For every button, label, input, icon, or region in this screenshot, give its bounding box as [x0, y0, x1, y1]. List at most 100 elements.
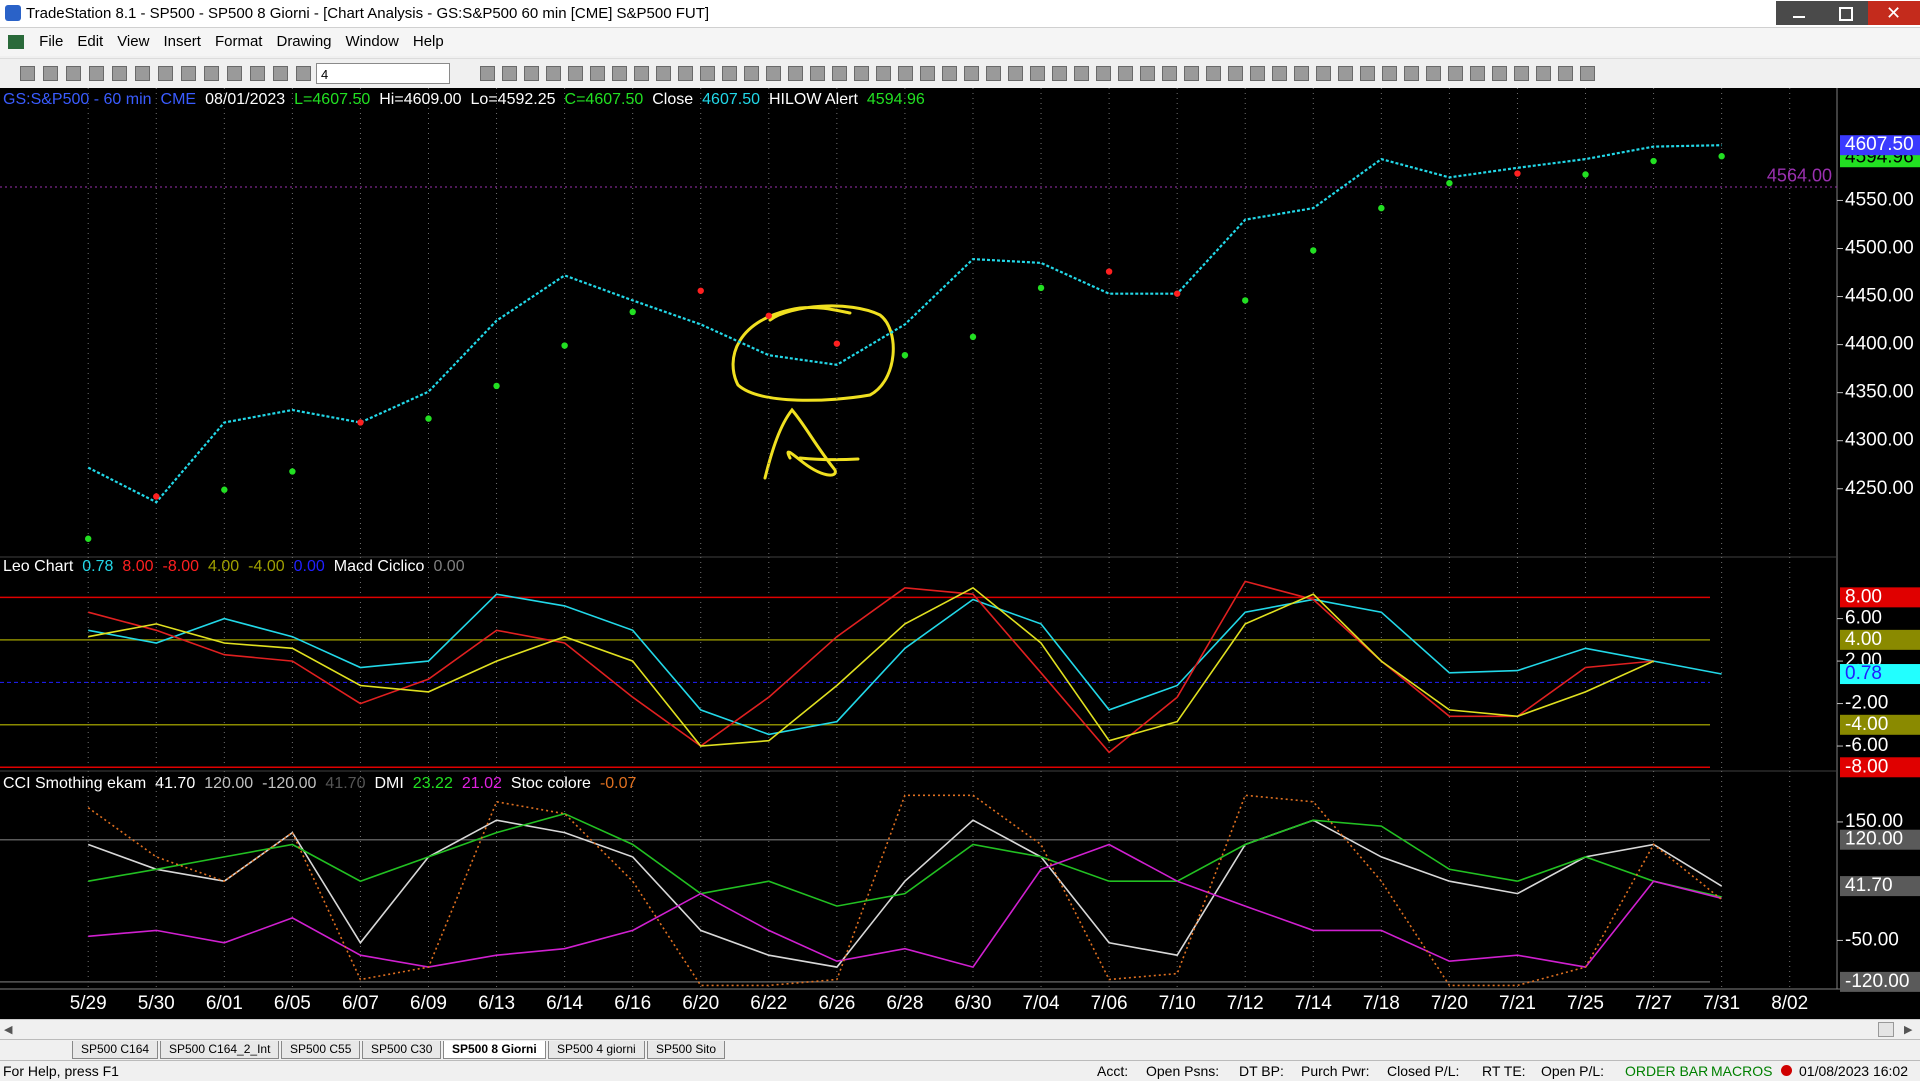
- toolbar-button[interactable]: [1316, 66, 1331, 81]
- legend-item: 23.22: [413, 775, 453, 792]
- legend-item: CME: [161, 91, 197, 108]
- toolbar-button[interactable]: [766, 66, 781, 81]
- toolbar-button[interactable]: [832, 66, 847, 81]
- toolbar-button[interactable]: [898, 66, 913, 81]
- menu-item[interactable]: Help: [412, 33, 444, 50]
- close-button[interactable]: ✕: [1868, 1, 1920, 25]
- toolbar-button[interactable]: [568, 66, 583, 81]
- toolbar-button[interactable]: [181, 66, 196, 81]
- toolbar-button[interactable]: [1030, 66, 1045, 81]
- toolbar-button[interactable]: [744, 66, 759, 81]
- order-bar[interactable]: ORDER BAR: [1625, 1063, 1709, 1079]
- last-value-label: 0.78: [1845, 663, 1882, 684]
- status-field: Closed P/L:: [1387, 1063, 1460, 1079]
- toolbar-button[interactable]: [1162, 66, 1177, 81]
- toolbar-button[interactable]: [546, 66, 561, 81]
- toolbar-button[interactable]: [524, 66, 539, 81]
- toolbar-button[interactable]: [1338, 66, 1353, 81]
- toolbar-button[interactable]: [1184, 66, 1199, 81]
- legend-item: Stoc colore: [511, 775, 591, 792]
- menu-item[interactable]: Drawing: [276, 33, 332, 50]
- menu-item[interactable]: View: [117, 33, 150, 50]
- sheet-tab[interactable]: SP500 4 giorni: [548, 1041, 645, 1059]
- toolbar-button[interactable]: [227, 66, 242, 81]
- toolbar-button[interactable]: [854, 66, 869, 81]
- toolbar-button[interactable]: [700, 66, 715, 81]
- toolbar-button[interactable]: [1206, 66, 1221, 81]
- toolbar-button[interactable]: [1118, 66, 1133, 81]
- menu-item[interactable]: Window: [345, 33, 399, 50]
- toolbar-button[interactable]: [1074, 66, 1089, 81]
- sheet-tab[interactable]: SP500 8 Giorni: [443, 1041, 546, 1059]
- toolbar-button[interactable]: [1272, 66, 1287, 81]
- sheet-tab[interactable]: SP500 Sito: [647, 1041, 726, 1059]
- series-line: [87, 794, 1723, 987]
- menu-item[interactable]: Edit: [77, 33, 104, 50]
- toolbar-button[interactable]: [1140, 66, 1155, 81]
- toolbar-button[interactable]: [1514, 66, 1529, 81]
- sheet-tab[interactable]: SP500 C30: [362, 1041, 442, 1059]
- scroll-bar[interactable]: ◀ ▶: [0, 1019, 1920, 1039]
- title-bar: TradeStation 8.1 - SP500 - SP500 8 Giorn…: [0, 0, 1920, 28]
- toolbar-button[interactable]: [135, 66, 150, 81]
- help-text: For Help, press F1: [3, 1063, 119, 1079]
- reference-label: 4564.00: [1767, 166, 1832, 186]
- toolbar-button[interactable]: [502, 66, 517, 81]
- toolbar-button[interactable]: [43, 66, 58, 81]
- toolbar-button[interactable]: [788, 66, 803, 81]
- toolbar-button[interactable]: [678, 66, 693, 81]
- menu-item[interactable]: File: [39, 33, 64, 50]
- toolbar-button[interactable]: [1294, 66, 1309, 81]
- indicator-dot: [153, 493, 160, 500]
- series-line: [88, 593, 1722, 736]
- sheet-tab[interactable]: SP500 C164_2_Int: [160, 1041, 280, 1059]
- status-field: RT TE:: [1482, 1063, 1526, 1079]
- toolbar-button[interactable]: [810, 66, 825, 81]
- toolbar-button[interactable]: [204, 66, 219, 81]
- toolbar-button[interactable]: [1536, 66, 1551, 81]
- toolbar-button[interactable]: [1492, 66, 1507, 81]
- toolbar-button[interactable]: [1426, 66, 1441, 81]
- toolbar-button[interactable]: [656, 66, 671, 81]
- maximize-button[interactable]: [1822, 1, 1868, 25]
- toolbar-button[interactable]: [612, 66, 627, 81]
- toolbar-button[interactable]: [722, 66, 737, 81]
- toolbar-button[interactable]: [273, 66, 288, 81]
- toolbar-button[interactable]: [89, 66, 104, 81]
- toolbar-button[interactable]: [1580, 66, 1595, 81]
- toolbar-button[interactable]: [158, 66, 173, 81]
- toolbar-button[interactable]: [1404, 66, 1419, 81]
- sheet-tab[interactable]: SP500 C55: [281, 1041, 361, 1059]
- toolbar-button[interactable]: [964, 66, 979, 81]
- toolbar-button[interactable]: [590, 66, 605, 81]
- combo-box[interactable]: 4: [316, 63, 450, 84]
- toolbar-button[interactable]: [20, 66, 35, 81]
- menu-item[interactable]: Format: [214, 33, 263, 50]
- toolbar-button[interactable]: [480, 66, 495, 81]
- toolbar-button[interactable]: [1360, 66, 1375, 81]
- toolbar-button[interactable]: [1008, 66, 1023, 81]
- toolbar-button[interactable]: [1096, 66, 1111, 81]
- toolbar-button[interactable]: [876, 66, 891, 81]
- minimize-button[interactable]: [1776, 1, 1822, 25]
- sheet-tab[interactable]: SP500 C164: [72, 1041, 159, 1059]
- toolbar-button[interactable]: [112, 66, 127, 81]
- macros[interactable]: MACROS: [1711, 1063, 1773, 1079]
- toolbar-button[interactable]: [1382, 66, 1397, 81]
- toolbar-button[interactable]: [634, 66, 649, 81]
- x-tick-label: 6/05: [274, 993, 311, 1014]
- toolbar-button[interactable]: [1448, 66, 1463, 81]
- toolbar-button[interactable]: [1052, 66, 1067, 81]
- toolbar-button[interactable]: [920, 66, 935, 81]
- toolbar-button[interactable]: [1558, 66, 1573, 81]
- toolbar-button[interactable]: [1470, 66, 1485, 81]
- toolbar-button[interactable]: [942, 66, 957, 81]
- toolbar-button[interactable]: [296, 66, 311, 81]
- toolbar-button[interactable]: [986, 66, 1001, 81]
- toolbar-button[interactable]: [1228, 66, 1243, 81]
- toolbar-button[interactable]: [66, 66, 81, 81]
- toolbar-button[interactable]: [1250, 66, 1265, 81]
- toolbar-button[interactable]: [250, 66, 265, 81]
- x-tick-label: 8/02: [1771, 993, 1808, 1014]
- menu-item[interactable]: Insert: [163, 33, 201, 50]
